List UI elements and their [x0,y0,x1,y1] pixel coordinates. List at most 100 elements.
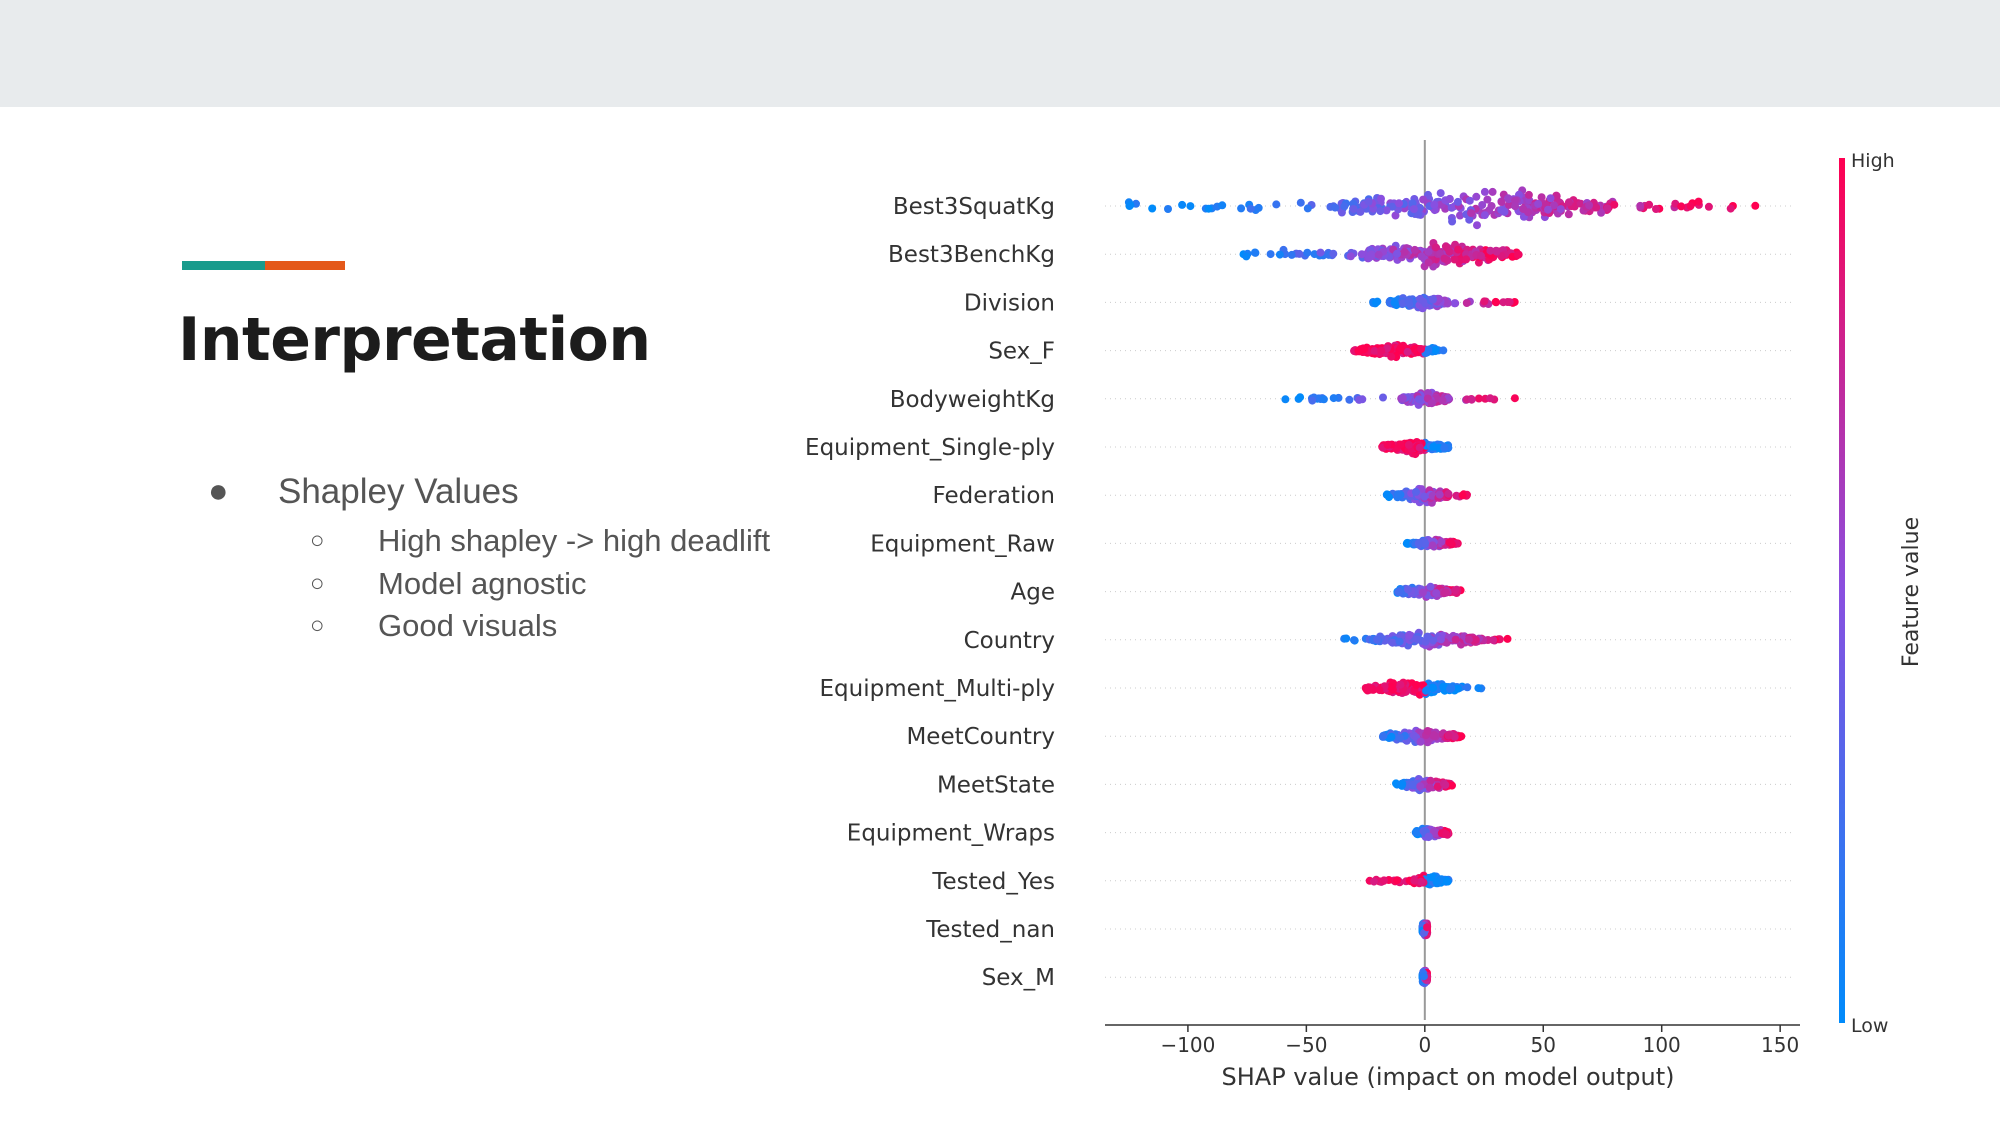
shap-point [1393,490,1402,499]
shap-point [1467,395,1476,404]
shap-point [1442,830,1451,839]
shap-point [1432,878,1441,886]
shap-point [1251,248,1260,257]
x-tick-label: 0 [1418,1033,1431,1057]
shap-point [1480,297,1489,306]
feature-label: Best3SquatKg [893,194,1055,220]
feature-label: Tested_nan [925,917,1055,943]
shap-point [1416,737,1425,746]
shap-point [1391,211,1400,220]
shap-summary-chart: Best3SquatKg Best3BenchKg Division Sex_F Bod… [805,140,1924,1091]
shap-point [1397,781,1406,790]
shap-point [1408,781,1417,790]
shap-point [1164,205,1172,213]
shap-point [1450,732,1459,741]
shap-point [1415,395,1423,404]
feature-label: Federation [933,483,1055,509]
feature-label: Tested_Yes [931,869,1055,895]
shap-point [1404,440,1413,449]
feature-label: Sex_F [988,339,1055,365]
shap-point [1383,440,1392,449]
x-tick-label: 50 [1531,1033,1556,1057]
shap-point [1438,396,1447,405]
shap-point [1379,732,1388,741]
shap-point [1357,345,1366,354]
shap-point [1415,203,1424,212]
shap-point [1414,210,1423,219]
shap-point [1550,201,1558,210]
shap-point [1410,876,1419,885]
shap-point [1473,221,1481,230]
shap-point [1491,297,1500,306]
shap-point [1510,394,1519,403]
shap-point [1424,258,1433,267]
shap-point [1751,201,1760,210]
sub-bullet-high-shapley: High shapley -> high deadlift [378,523,771,558]
shap-point [1652,205,1660,213]
shap-point [1412,681,1421,689]
x-tick-label: −50 [1285,1033,1327,1057]
x-tick-label: 150 [1761,1033,1799,1057]
shap-point [1370,877,1378,886]
shap-point [1423,923,1431,932]
shap-point [1427,399,1436,408]
shap-point [1421,540,1430,548]
shap-point [1376,207,1385,216]
shap-point [1364,684,1373,693]
shap-point [1636,201,1645,210]
shap-point [1431,345,1440,354]
shap-point [1645,200,1654,209]
shap-point [1445,194,1454,203]
shap-point [1126,201,1135,210]
shap-point [1603,204,1612,213]
shap-point [1503,634,1512,643]
shap-point [1395,733,1404,742]
sub-bullet-circle: ○ [310,570,325,597]
shap-point [1275,250,1284,259]
shap-point [1592,203,1601,212]
shap-point [1394,587,1403,596]
shap-point [1380,876,1388,885]
shap-point [1329,249,1338,258]
header-band [0,0,2000,107]
shap-point [1441,588,1450,597]
shap-point [1439,682,1448,691]
shap-point [1505,200,1513,209]
shap-point [1474,684,1483,693]
shap-point [1429,442,1438,451]
shap-point [1537,193,1546,202]
shap-point [1686,202,1695,210]
shap-point [1500,207,1509,216]
shap-point [1413,828,1422,837]
x-axis: −100 −50 0 50 100 150 [1105,1024,1800,1057]
shap-point [1303,248,1312,257]
shap-point [1409,205,1418,214]
accent-bar-orange [265,261,345,270]
shap-point [1395,637,1404,646]
bullet-list: ● Shapley Values ○ High shapley -> high … [0,0,800,700]
shap-point [1478,201,1487,209]
shap-point [1358,395,1367,404]
feature-label: MeetState [937,772,1055,798]
shap-point [1373,635,1382,644]
shap-point [1316,248,1325,257]
shap-point [1367,250,1376,259]
shap-point [1396,680,1405,689]
shap-point [1349,205,1358,214]
shap-point [1534,199,1543,208]
feature-rows: Best3SquatKg Best3BenchKg Division Sex_F Bod… [805,140,1792,1020]
shap-point [1296,393,1305,402]
shap-point [1398,394,1407,403]
shap-point [1677,202,1686,211]
shap-point [1436,635,1445,644]
shap-point [1462,255,1471,264]
shap-point [1442,877,1451,886]
shap-point [1303,204,1312,213]
shap-point [1393,249,1401,258]
shap-point [1454,245,1463,254]
shap-point [1319,395,1328,404]
shap-point [1511,202,1520,211]
shap-point [1420,492,1429,501]
shap-point [1465,196,1474,205]
shap-point [1694,197,1703,206]
